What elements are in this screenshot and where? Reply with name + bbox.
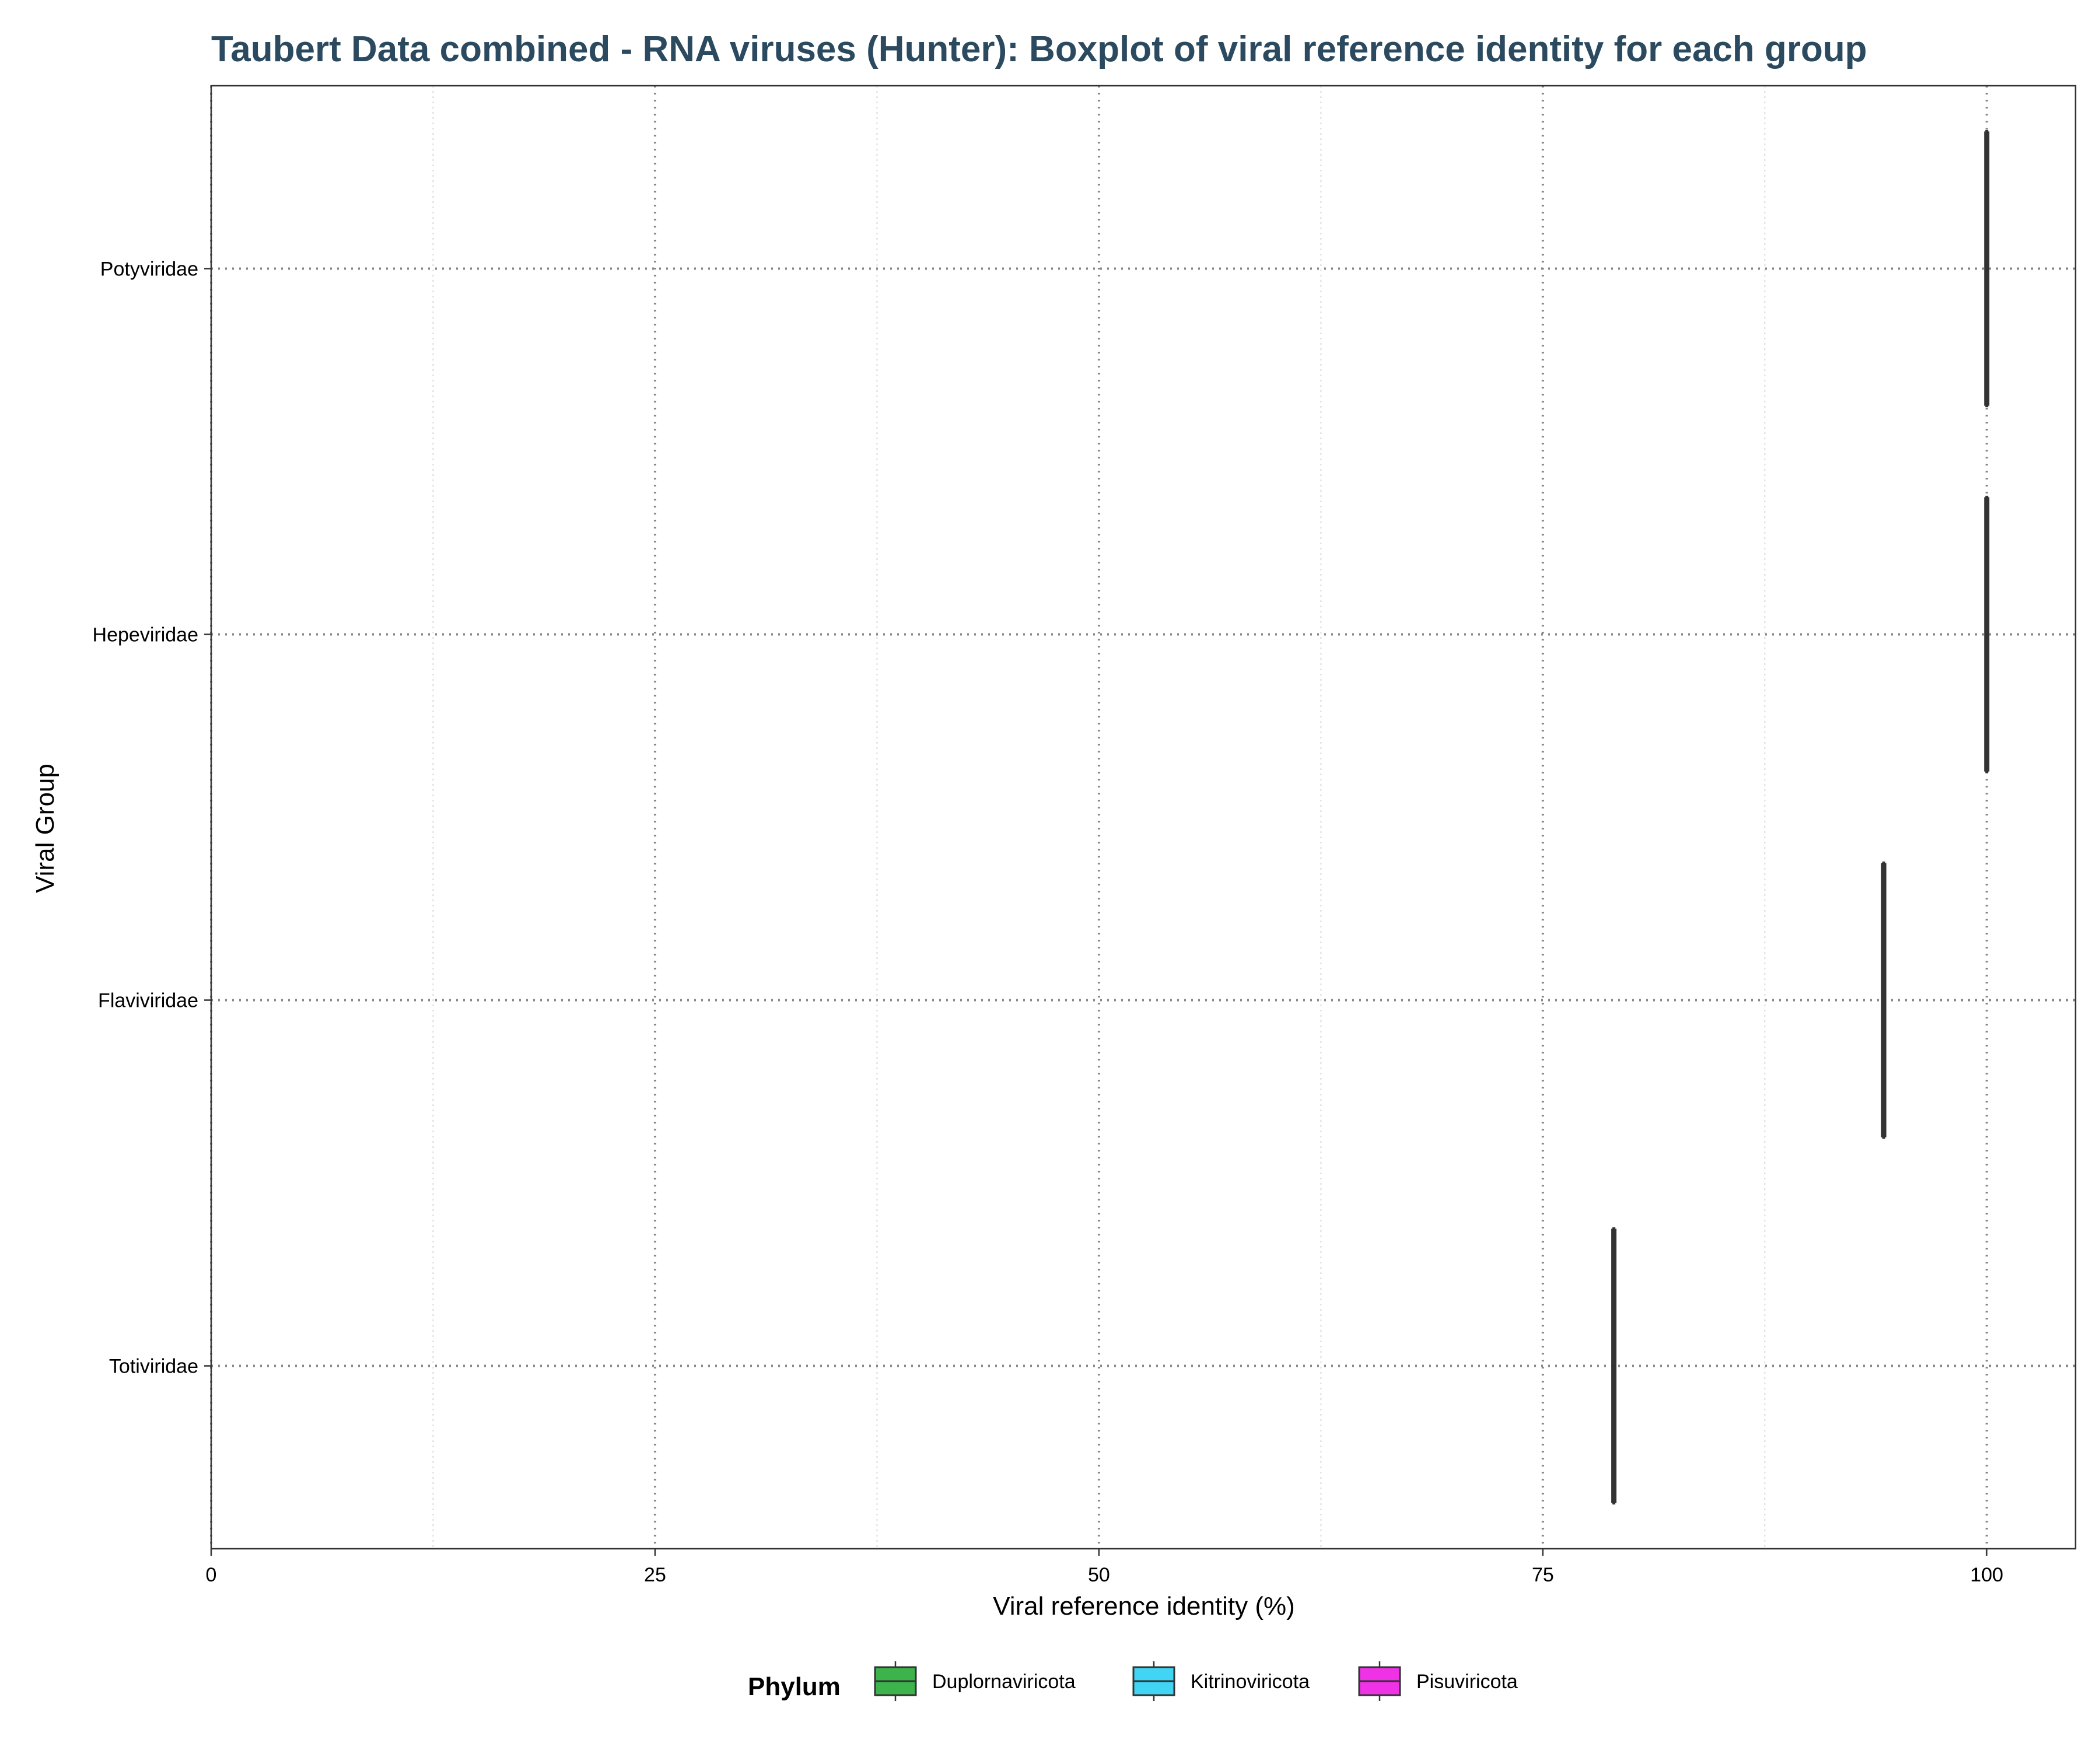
grid-lines [210,86,2076,1549]
x-tick-label: 0 [206,1564,217,1586]
legend-item-pisuviricota: Pisuviricota [1358,1661,1518,1701]
legend-label: Pisuviricota [1416,1671,1518,1693]
boxes [1611,130,1990,1505]
x-tick-label: 100 [1970,1564,2003,1586]
y-axis-title: Viral Group [31,764,60,893]
y-tick-label: Totiviridae [109,1356,198,1378]
legend-label: Kitrinoviricota [1191,1671,1310,1693]
x-tick-label: 50 [1088,1564,1110,1586]
legend-title: Phylum [748,1672,841,1701]
legend: Phylum Duplornaviricota Kitrinoviricota Pi… [748,1661,1518,1701]
x-tick-label: 75 [1532,1564,1554,1586]
x-axis-ticks: 0 25 50 75 100 [206,1549,2003,1586]
chart-title: Taubert Data combined - RNA viruses (Hun… [211,29,1867,69]
plot-panel-border [210,85,2077,1550]
y-tick-label: Potyviridae [100,258,198,281]
legend-label: Duplornaviricota [932,1671,1076,1693]
x-tick-label: 25 [644,1564,666,1586]
y-tick-label: Hepeviridae [93,624,198,646]
x-axis-title: Viral reference identity (%) [993,1592,1295,1620]
legend-item-duplornaviricota: Duplornaviricota [874,1661,1076,1701]
y-axis-ticks: Potyviridae Hepeviridae Flaviviridae Totivi… [93,258,211,1378]
y-tick-label: Flaviviridae [98,990,198,1012]
legend-item-kitrinoviricota: Kitrinoviricota [1132,1661,1310,1701]
